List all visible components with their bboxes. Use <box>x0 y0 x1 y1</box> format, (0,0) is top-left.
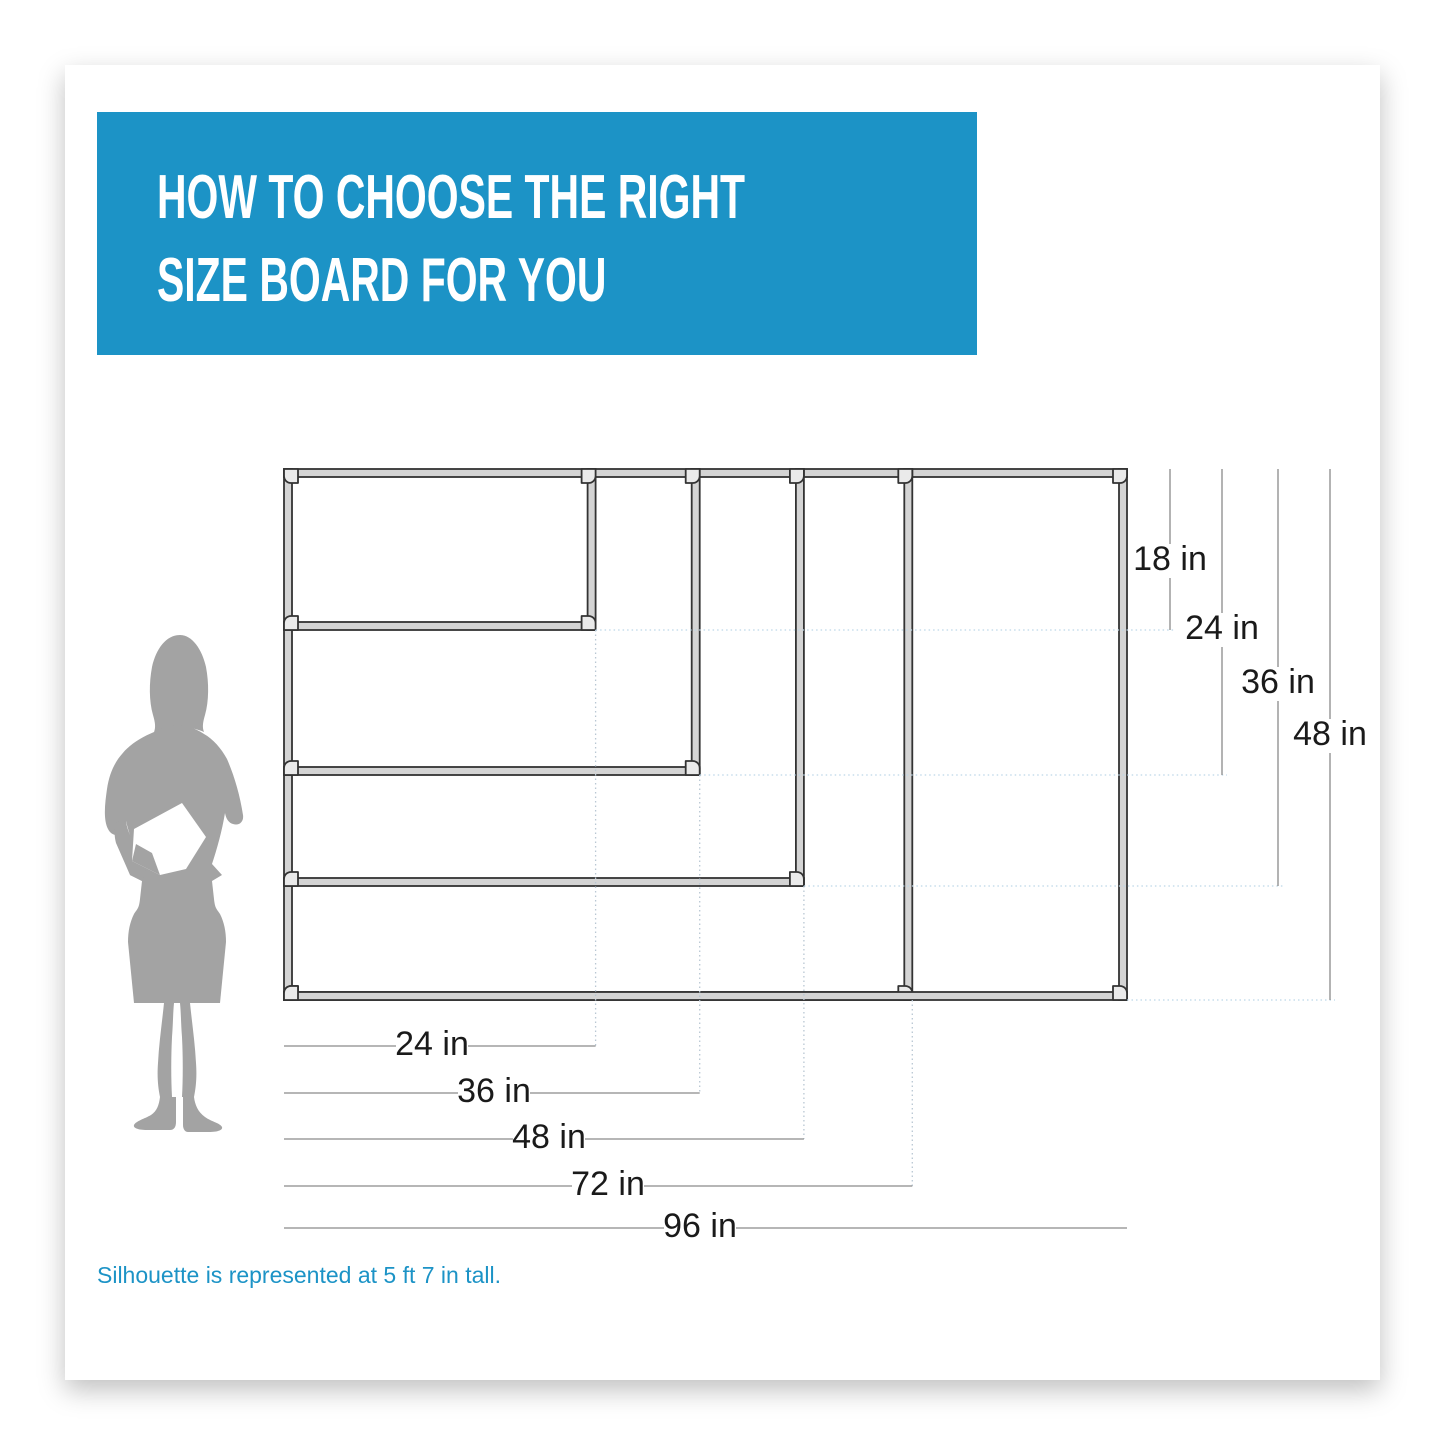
svg-text:18 in: 18 in <box>1133 540 1207 578</box>
svg-text:72 in: 72 in <box>571 1165 645 1203</box>
svg-text:36 in: 36 in <box>1241 663 1315 701</box>
svg-text:48 in: 48 in <box>512 1118 586 1156</box>
svg-text:24 in: 24 in <box>395 1025 469 1063</box>
svg-text:24 in: 24 in <box>1185 609 1259 647</box>
svg-text:48 in: 48 in <box>1293 715 1367 753</box>
svg-text:36 in: 36 in <box>457 1072 531 1110</box>
svg-text:96 in: 96 in <box>663 1207 737 1245</box>
